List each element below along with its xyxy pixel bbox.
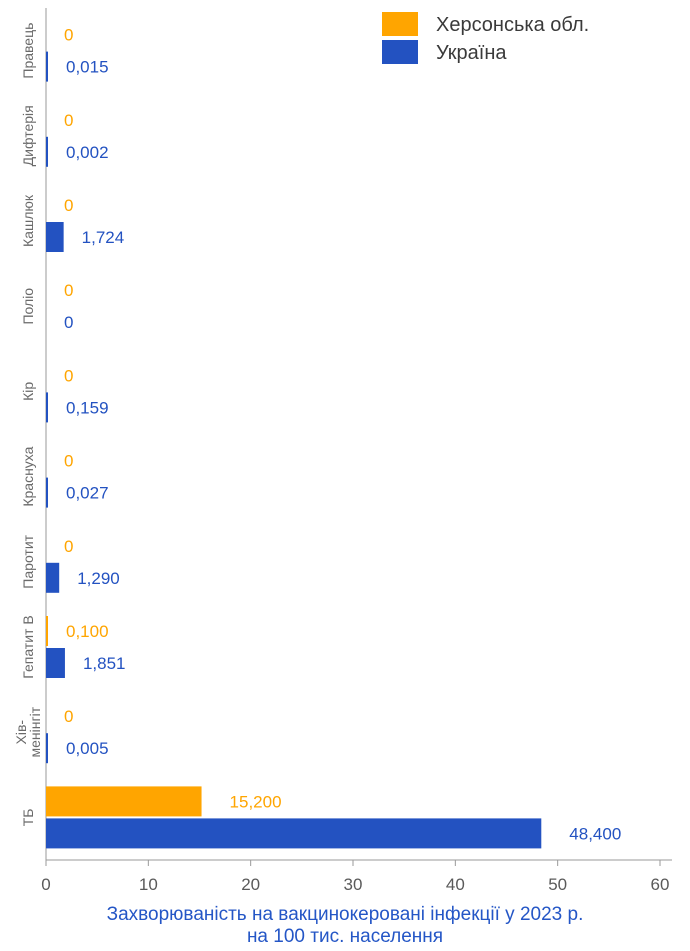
category-label-line: Кашлюк [20, 194, 36, 247]
category-label: Дифтерія [20, 105, 36, 166]
x-tick-label: 0 [41, 875, 50, 894]
bar-ukraine [46, 392, 48, 423]
category-label-line: Правець [20, 23, 36, 79]
bar-ukraine [46, 562, 60, 593]
bar-ukraine [46, 477, 48, 508]
data-label: 0,015 [66, 58, 109, 77]
category-label-line: Хів- [13, 720, 29, 745]
legend-swatch [382, 40, 418, 64]
x-tick-label: 20 [241, 875, 260, 894]
category-label: Кашлюк [20, 194, 36, 247]
category-label: Правець [20, 23, 36, 79]
bar-ukraine [46, 136, 48, 167]
data-label: 15,200 [230, 792, 282, 811]
bar-ukraine [46, 222, 64, 252]
category-label: Поліо [20, 288, 36, 325]
x-tick-label: 60 [651, 875, 670, 894]
bar-kherson [46, 616, 48, 646]
category-label-line: менінгіт [27, 706, 43, 757]
category-label-line: Гепатит В [20, 615, 36, 678]
category-label: Кір [20, 382, 36, 401]
data-label: 0 [64, 196, 73, 215]
legend-label: Україна [436, 42, 507, 64]
data-label: 0 [64, 366, 73, 385]
data-label: 0 [64, 537, 73, 556]
data-label: 0 [64, 452, 73, 471]
data-label: 48,400 [569, 824, 621, 843]
category-label-line: Дифтерія [20, 105, 36, 166]
legend-label: Херсонська обл. [436, 14, 589, 36]
bar-ukraine [46, 51, 48, 82]
x-axis-label-line-1: Захворюваність на вакцинокеровані інфекц… [106, 904, 584, 925]
data-label: 0,005 [66, 739, 109, 758]
data-label: 0,100 [66, 622, 109, 641]
data-label: 0,027 [66, 484, 109, 503]
bar-chart-svg: 0 10 20 30 40 50 60 0 0,015 Правець 0 0,002 Дифтерія… [13, 8, 672, 894]
data-label: 0 [64, 26, 73, 45]
category-label-line: Поліо [20, 288, 36, 325]
data-label: 0 [64, 313, 73, 332]
data-label: 1,290 [77, 569, 120, 588]
data-label: 0,002 [66, 143, 109, 162]
x-tick-label: 40 [446, 875, 465, 894]
data-label: 0,159 [66, 398, 109, 417]
legend-swatch [382, 12, 418, 36]
data-label: 0 [64, 111, 73, 130]
x-axis-label-line-2: на 100 тис. населення [246, 926, 444, 947]
x-tick-label: 10 [139, 875, 158, 894]
category-label-line: Кір [20, 382, 36, 401]
category-label: Хів-менінгіт [13, 706, 43, 757]
data-label: 1,851 [83, 654, 126, 673]
category-label: Паротит [20, 534, 36, 588]
data-label: 0 [64, 281, 73, 300]
category-label-line: Паротит [20, 534, 36, 588]
bar-ukraine [46, 733, 48, 764]
category-label: ТБ [20, 809, 36, 827]
x-tick-label: 50 [548, 875, 567, 894]
category-label: Гепатит В [20, 615, 36, 678]
x-tick-label: 30 [344, 875, 363, 894]
bar-ukraine [46, 648, 65, 678]
category-label-line: Краснуха [20, 446, 36, 506]
category-label-line: ТБ [20, 809, 36, 827]
category-label: Краснуха [20, 446, 36, 506]
data-label: 1,724 [82, 228, 125, 247]
bar-ukraine [46, 818, 542, 849]
x-axis-label: Захворюваність на вакцинокеровані інфекц… [0, 904, 690, 948]
data-label: 0 [64, 707, 73, 726]
bar-kherson [46, 786, 202, 817]
